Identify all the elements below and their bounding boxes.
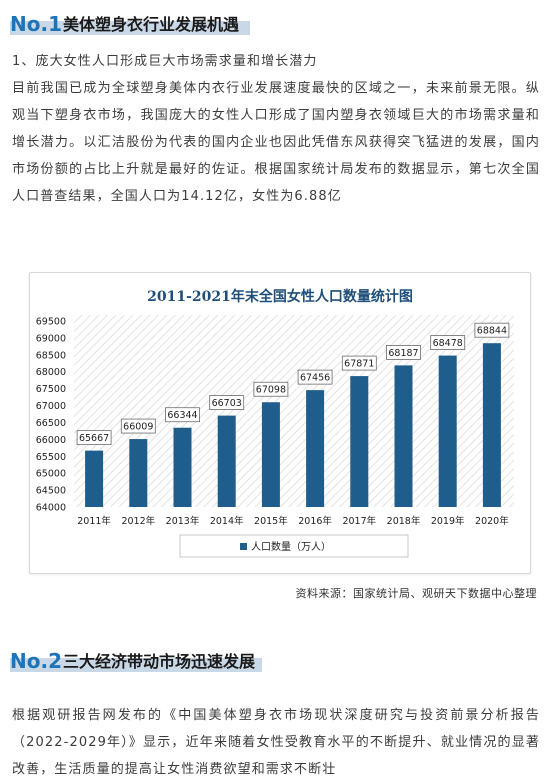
y-tick-label: 64500 — [36, 486, 66, 497]
section-number: No.1 — [10, 12, 62, 36]
bar — [217, 415, 236, 507]
y-tick-label: 64000 — [36, 503, 66, 514]
y-tick-label: 66000 — [36, 435, 66, 446]
section-number: No.2 — [10, 649, 62, 673]
x-tick-label: 2013年 — [166, 515, 200, 527]
data-label: 67456 — [300, 373, 330, 384]
data-label-box — [253, 381, 289, 397]
bar — [438, 355, 457, 507]
data-label-box — [76, 430, 112, 446]
y-tick-label: 67000 — [36, 401, 66, 412]
data-label: 68844 — [477, 326, 507, 337]
y-tick-label: 67500 — [36, 384, 66, 395]
data-label: 67871 — [344, 359, 374, 370]
x-tick-label: 2016年 — [298, 515, 332, 527]
x-tick-label: 2017年 — [342, 515, 376, 527]
x-tick-label: 2011年 — [77, 515, 111, 527]
x-tick-label: 2015年 — [254, 515, 288, 527]
body-paragraph-2: 根据观研报告网发布的《中国美体塑身衣市场现状深度研究与投资前景分析报告（2022… — [12, 708, 540, 777]
y-tick-label: 68000 — [36, 367, 66, 378]
legend-label: 人口数量（万人） — [251, 540, 331, 553]
x-tick-label: 2019年 — [431, 515, 465, 527]
heading-highlight — [10, 21, 250, 35]
data-label-box — [165, 407, 200, 423]
y-tick-label: 66500 — [36, 418, 66, 429]
data-label: 67098 — [256, 385, 286, 396]
data-label-box — [341, 355, 377, 371]
legend-box — [179, 534, 409, 558]
legend-swatch — [240, 543, 247, 550]
population-bar-chart: 2011-2021年末全国女性人口数量统计图 64000 64500 65000 655… — [36, 288, 514, 558]
data-label: 66344 — [167, 410, 197, 421]
y-tick-label: 65000 — [36, 469, 66, 480]
data-label-box — [209, 395, 245, 410]
section-heading-2: No.2 三大经济带动市场迅速发展 — [10, 645, 262, 673]
bar — [394, 365, 413, 507]
y-tick-label: 68500 — [36, 350, 66, 361]
y-tick-label: 69500 — [36, 317, 66, 328]
bar — [261, 402, 280, 507]
data-label-box — [297, 369, 333, 385]
section-title: 三大经济带动市场迅速发展 — [63, 652, 256, 671]
data-label-box — [386, 345, 421, 360]
chart-title: 2011-2021年末全国女性人口数量统计图 — [147, 288, 413, 305]
source-note: 资料来源：国家统计局、观研天下数据中心整理 — [295, 587, 537, 600]
bar — [306, 390, 325, 507]
body-paragraph-1: 目前我国已成为全球塑身美体内衣行业发展速度最快的区域之一，未来前景无限。纵观当下… — [12, 81, 540, 204]
chart-card: 2011-2021年末全国女性人口数量统计图 64000 64500 65000 655… — [29, 272, 531, 574]
data-label: 66703 — [212, 398, 242, 409]
heading-highlight — [10, 658, 262, 672]
bar — [350, 376, 369, 507]
data-label-box — [430, 335, 466, 350]
x-tick-label: 2018年 — [387, 515, 421, 527]
data-label: 68478 — [433, 338, 463, 349]
y-tick-label: 69000 — [36, 333, 66, 344]
data-label: 65667 — [79, 433, 109, 444]
x-tick-label: 2020年 — [475, 515, 509, 527]
x-tick-label: 2014年 — [210, 515, 244, 527]
data-label: 68187 — [388, 348, 418, 359]
bar — [173, 427, 192, 507]
bar — [129, 439, 148, 507]
data-label-box — [474, 322, 510, 338]
y-tick-label: 65500 — [36, 452, 66, 463]
bar — [85, 450, 104, 507]
x-tick-label: 2012年 — [121, 515, 155, 527]
data-label: 66009 — [123, 422, 153, 433]
bar — [482, 343, 501, 507]
subheading: 1、庞大女性人口形成巨大市场需求量和增长潜力 — [12, 54, 318, 69]
section-title: 美体塑身衣行业发展机遇 — [63, 15, 240, 34]
section-heading-1: No.1 美体塑身衣行业发展机遇 — [10, 8, 250, 36]
data-label-box — [120, 418, 156, 434]
